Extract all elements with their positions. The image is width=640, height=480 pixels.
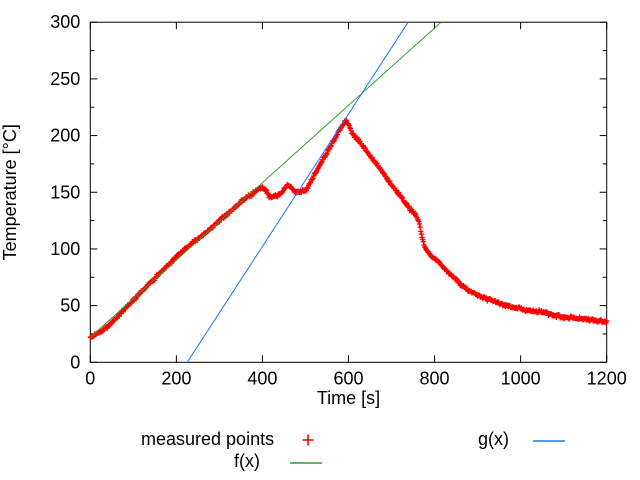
svg-text:Temperature [°C]: Temperature [°C] (0, 124, 20, 260)
svg-text:1000: 1000 (501, 368, 541, 388)
svg-text:1200: 1200 (587, 368, 627, 388)
svg-text:200: 200 (50, 126, 80, 146)
svg-text:0: 0 (85, 368, 95, 388)
svg-text:250: 250 (50, 69, 80, 89)
svg-text:measured points: measured points (141, 429, 274, 449)
svg-text:200: 200 (161, 368, 191, 388)
svg-text:100: 100 (50, 239, 80, 259)
svg-text:800: 800 (420, 368, 450, 388)
svg-text:f(x): f(x) (234, 451, 260, 471)
svg-text:600: 600 (333, 368, 363, 388)
svg-text:150: 150 (50, 182, 80, 202)
svg-text:50: 50 (60, 296, 80, 316)
svg-text:Time [s]: Time [s] (317, 388, 380, 408)
svg-text:400: 400 (247, 368, 277, 388)
svg-text:0: 0 (70, 352, 80, 372)
svg-text:300: 300 (50, 12, 80, 32)
svg-text:g(x): g(x) (478, 429, 509, 449)
